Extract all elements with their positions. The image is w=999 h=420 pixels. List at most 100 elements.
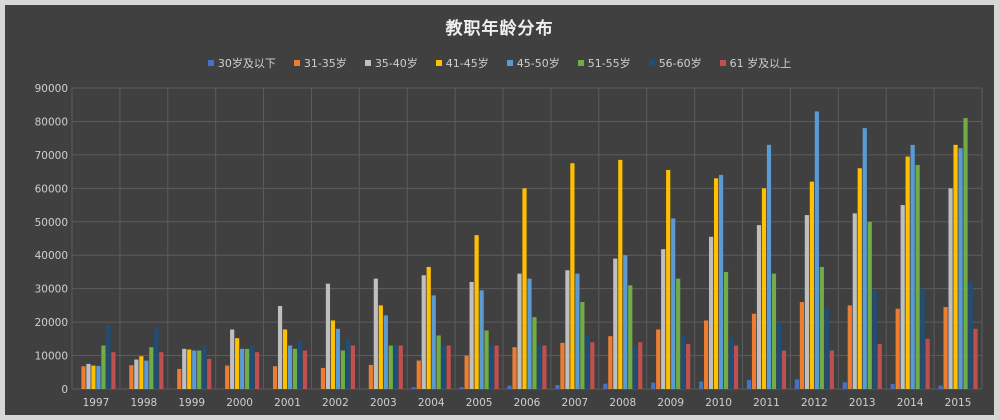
bar: [393, 345, 398, 389]
legend-item: 30岁及以下: [207, 55, 276, 71]
bar: [277, 306, 283, 389]
bar: [187, 349, 192, 389]
bar: [207, 358, 212, 389]
bar: [613, 258, 618, 389]
bar: [464, 355, 469, 389]
bar: [704, 320, 709, 389]
x-tick-label: 2010: [705, 397, 732, 409]
bar: [340, 350, 345, 389]
bar: [751, 313, 757, 389]
bar: [446, 345, 451, 389]
y-tick-label: 70000: [35, 150, 68, 162]
bar: [507, 385, 512, 389]
legend-label: 35-40岁: [374, 57, 418, 70]
bar: [149, 347, 154, 389]
bar: [177, 368, 182, 389]
legend-item: 61 岁及以上: [719, 55, 791, 71]
legend-label: 56-60岁: [658, 57, 702, 70]
legend-swatch: [719, 60, 726, 66]
bar: [106, 325, 111, 389]
legend-swatch: [648, 60, 655, 66]
legend-item: 51-55岁: [577, 55, 631, 71]
legend-item: 41-45岁: [435, 55, 489, 71]
bar: [560, 342, 565, 389]
bar: [623, 255, 628, 389]
bar: [350, 345, 355, 389]
bar: [272, 366, 278, 389]
bar: [254, 352, 260, 389]
bar: [368, 364, 373, 389]
bar: [915, 164, 920, 389]
bar: [794, 379, 800, 389]
bar: [383, 315, 388, 389]
bar: [973, 328, 978, 389]
bar: [182, 348, 187, 389]
bar: [900, 205, 905, 389]
bar: [398, 345, 403, 389]
bar: [532, 317, 537, 389]
bar: [699, 381, 704, 389]
bar: [676, 278, 681, 389]
bar: [766, 144, 772, 389]
bar: [469, 281, 474, 389]
legend-swatch: [293, 60, 300, 66]
bar: [474, 235, 479, 389]
bar: [378, 305, 383, 389]
bar: [197, 350, 202, 389]
legend-item: 31-35岁: [293, 55, 347, 71]
bar: [920, 288, 925, 389]
bar: [824, 308, 829, 389]
x-tick-label: 2004: [418, 397, 445, 409]
bar: [925, 338, 930, 389]
bar: [746, 379, 752, 389]
legend-swatch: [207, 60, 214, 66]
bar: [867, 221, 872, 389]
bar: [771, 273, 777, 389]
bar: [666, 169, 671, 389]
bar: [245, 348, 250, 389]
y-tick-label: 10000: [35, 351, 68, 363]
bar: [781, 350, 787, 389]
x-tick-label: 1999: [178, 397, 205, 409]
x-tick-label: 2012: [801, 397, 828, 409]
legend-swatch: [435, 60, 442, 66]
bar: [603, 383, 608, 389]
y-tick-label: 50000: [35, 217, 68, 229]
bar: [628, 285, 633, 389]
bar: [681, 335, 686, 389]
bar: [537, 345, 542, 389]
chart-background: [5, 5, 994, 415]
legend-item: 35-40岁: [364, 55, 418, 71]
bar: [388, 345, 393, 389]
bar: [101, 345, 106, 389]
bar: [723, 271, 729, 389]
bar: [240, 348, 245, 389]
x-tick-label: 2000: [226, 397, 253, 409]
bar: [441, 345, 446, 389]
bar: [905, 156, 910, 389]
bar: [761, 188, 767, 389]
x-tick-label: 2002: [322, 397, 349, 409]
bar: [129, 365, 134, 389]
x-tick-label: 2009: [657, 397, 684, 409]
bar: [86, 363, 91, 389]
bar: [411, 387, 416, 389]
x-tick-label: 2011: [753, 397, 780, 409]
bar: [651, 382, 656, 389]
legend-label: 51-55岁: [587, 57, 631, 70]
bar: [709, 236, 714, 389]
bar: [565, 270, 570, 389]
legend-swatch: [506, 60, 513, 66]
bar: [225, 365, 230, 389]
bar: [144, 360, 149, 389]
bar: [373, 278, 378, 389]
x-tick-label: 2014: [897, 397, 924, 409]
bar: [963, 118, 968, 389]
bar: [776, 322, 782, 389]
bar: [910, 144, 915, 389]
legend-label: 41-45岁: [445, 57, 489, 70]
bar: [202, 345, 207, 389]
bar: [852, 213, 857, 389]
x-tick-label: 1998: [130, 397, 157, 409]
